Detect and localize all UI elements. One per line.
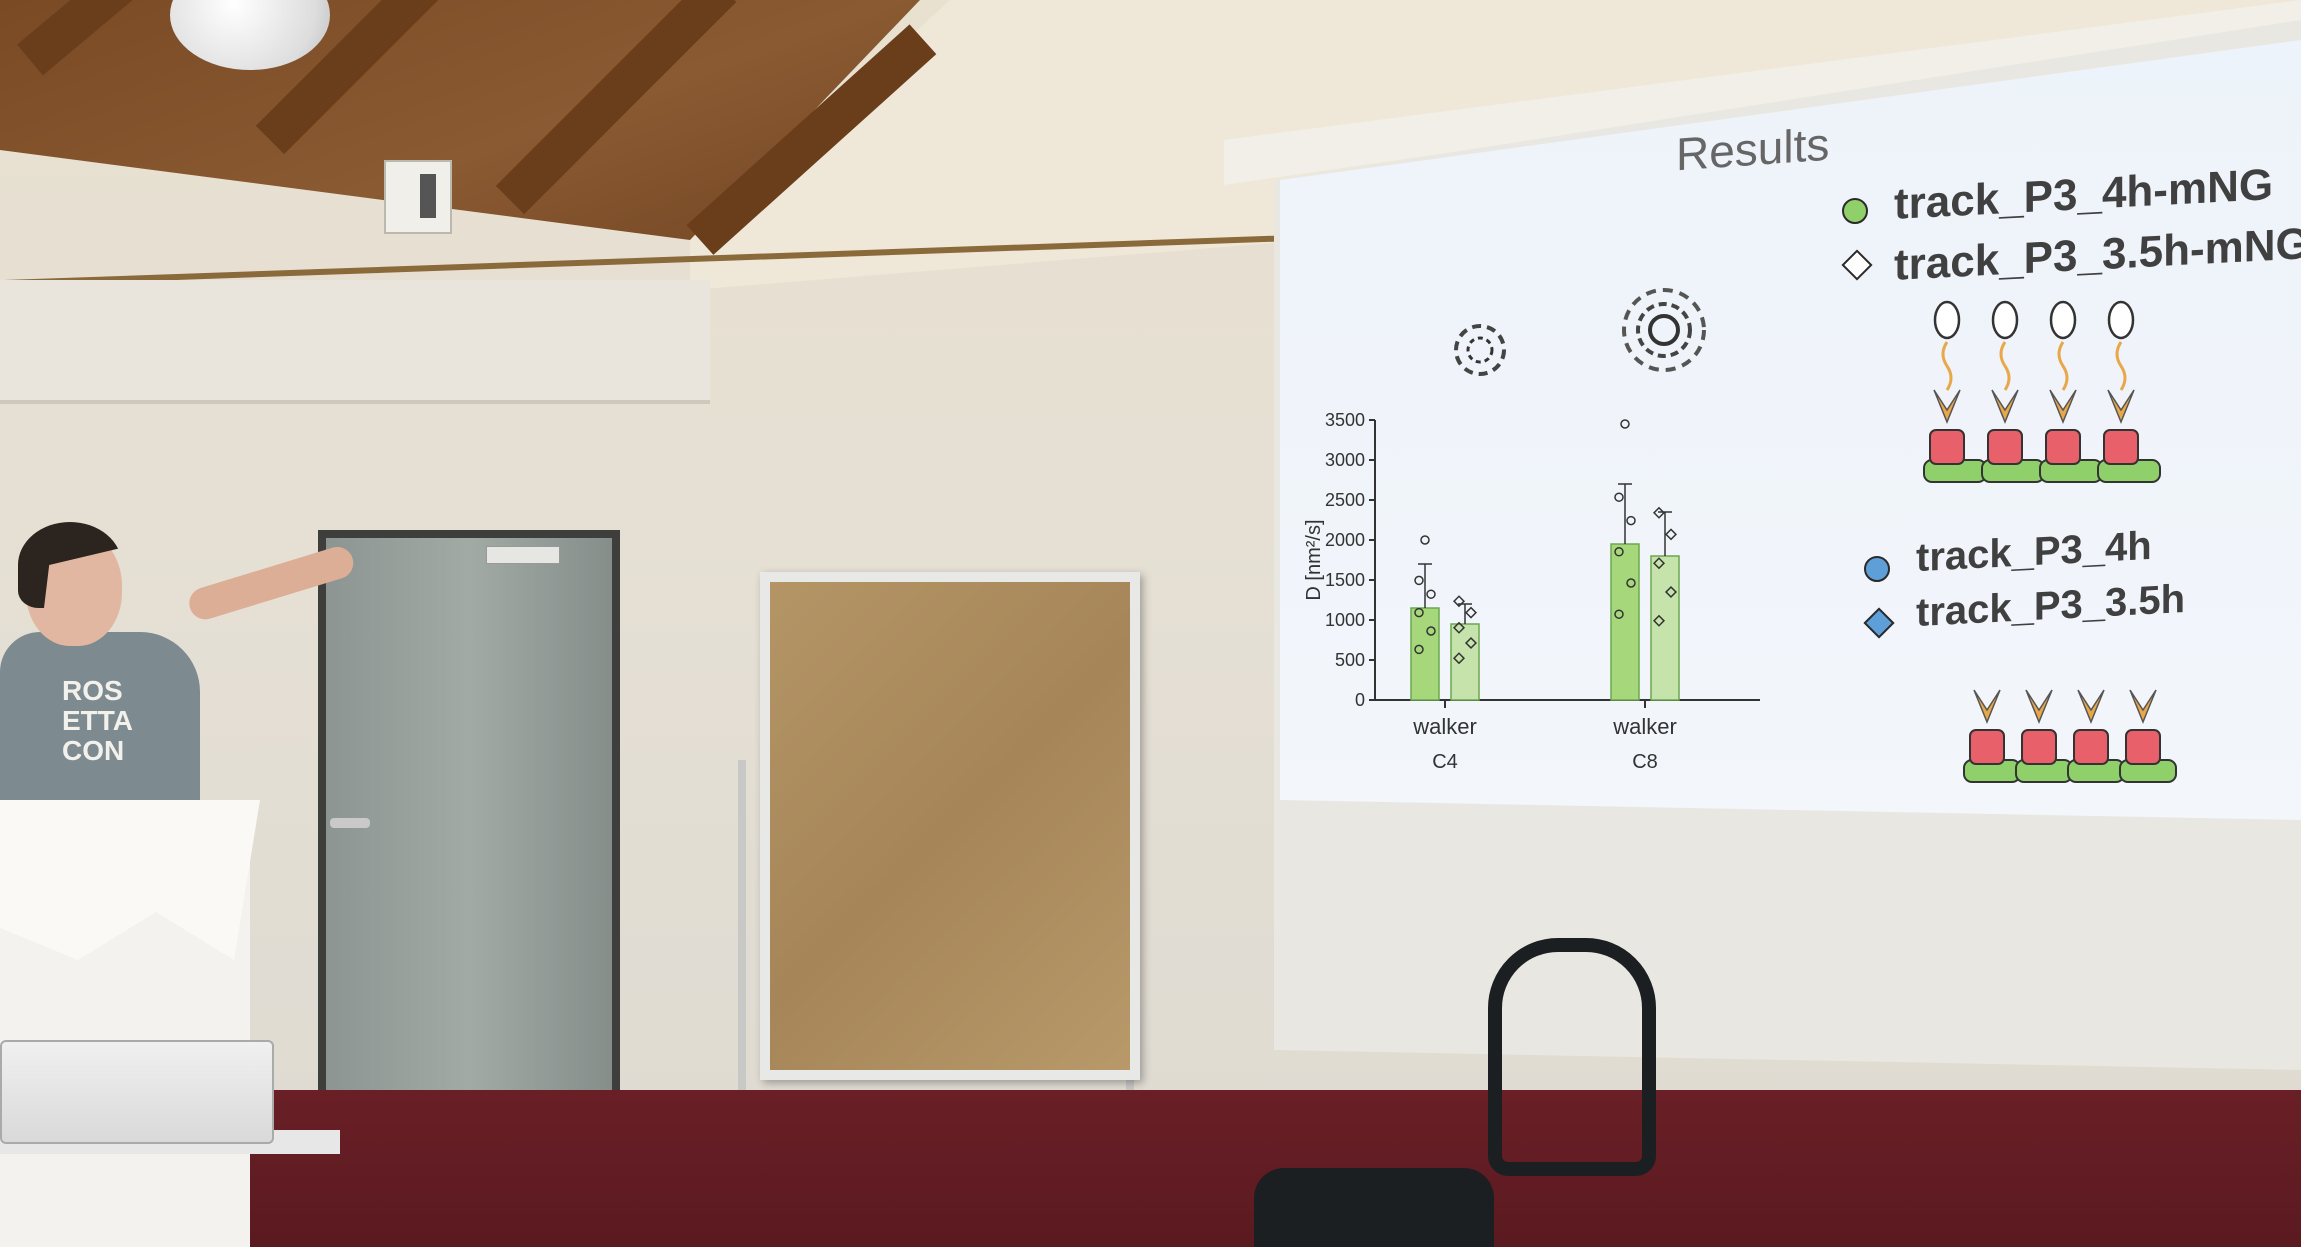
bar [1610,543,1640,701]
data-point [1626,578,1636,588]
protein-block [1987,429,2023,465]
y-tick-label: 2500 [1325,490,1365,510]
y-tick-label: 2000 [1325,530,1365,550]
arrow-motif [1933,389,1961,424]
legend-marker-circle [1842,198,1868,224]
mng-tag [2107,300,2135,340]
bar [1650,555,1680,701]
data-point [1614,609,1624,619]
slide-title: Results [1676,117,1830,181]
pinboard [760,572,1140,1080]
soffit [0,280,710,404]
data-point [1652,614,1666,627]
legend-marker-circle [1864,556,1890,582]
data-point [1664,528,1678,541]
y-tick-label: 500 [1335,650,1365,670]
data-point [1414,607,1424,618]
data-point [1426,626,1436,636]
data-point [1452,652,1466,665]
protein-block [2045,429,2081,465]
door-handle[interactable] [330,818,370,828]
chair-seat [1254,1168,1494,1247]
pinboard-stand-leg [738,760,746,1160]
outlier-point [1620,419,1630,429]
y-tick-label: 1500 [1325,570,1365,590]
category-label: walker [1412,714,1477,739]
protein-block [2021,729,2057,765]
y-tick-label: 0 [1355,690,1365,710]
arrow-motif [1991,389,2019,424]
data-point [1652,557,1666,570]
arrow-motif [2049,389,2077,424]
arrow-motif [1973,689,2001,724]
door[interactable] [318,530,620,1126]
y-tick-label: 3000 [1325,450,1365,470]
chair-back [1488,938,1656,1176]
data-point [1652,506,1666,519]
presenter-body [0,632,200,812]
protein-block [1969,729,2005,765]
data-point [1452,621,1466,634]
bar [1410,607,1440,701]
c4-structure-icon [1454,324,1506,376]
door-closer [486,546,560,564]
data-point [1664,585,1678,599]
data-point [1414,575,1424,586]
protein-block [2073,729,2109,765]
protein-block [2103,429,2139,465]
data-point [1452,595,1466,608]
data-point [1414,644,1424,655]
construct-diagram-with-mng [1923,300,2161,483]
linker [1941,341,1953,391]
wall-speaker [384,160,452,234]
shirt-logo-line: CON [62,735,125,766]
category-sublabel: C8 [1632,751,1658,773]
data-point [1614,492,1624,502]
linker [2057,341,2069,391]
construct-diagram-plain [1963,689,2177,783]
carpet-floor [0,1090,2301,1247]
arrow-motif [2129,689,2157,724]
shirt-logo: ROS ETTA CON [62,676,182,776]
shirt-logo-line: ROS [62,675,123,706]
data-point [1464,636,1478,650]
linker [2115,341,2127,391]
bar-chart: 0 500 1000 1500 2000 2500 3000 3500 D [nm²/s] wal… [1303,410,1760,773]
data-point [1614,547,1624,557]
arrow-motif [2107,389,2135,424]
mng-tag [1933,300,1961,340]
mng-tag [1991,300,2019,340]
bar [1450,623,1480,701]
category-label: walker [1612,714,1677,739]
arrow-motif [2077,689,2105,724]
y-tick-label: 3500 [1325,410,1365,430]
c8-structure-icon [1622,288,1706,372]
category-sublabel: C4 [1432,751,1458,773]
arrow-motif [2025,689,2053,724]
data-point [1626,515,1636,526]
data-point [1426,589,1436,599]
y-axis-label: D [nm²/s] [1303,519,1325,600]
projector [0,1040,274,1144]
protein-block [2125,729,2161,765]
linker [1999,341,2011,391]
y-tick-label: 1000 [1325,610,1365,630]
outlier-point [1420,535,1430,545]
shirt-logo-line: ETTA [62,705,134,736]
protein-block [1929,429,1965,465]
data-point [1464,606,1478,619]
mng-tag [2049,300,2077,340]
